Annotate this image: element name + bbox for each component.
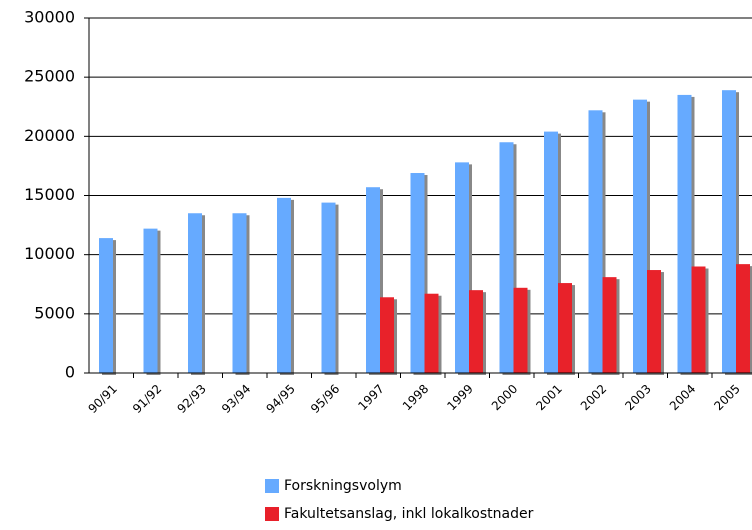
x-tick-label: 2001	[533, 382, 564, 413]
bar	[647, 270, 661, 373]
bar	[722, 90, 736, 373]
bar	[588, 110, 603, 374]
bar	[633, 99, 647, 374]
y-tick-label: 25000	[24, 67, 75, 86]
bar	[99, 238, 113, 373]
x-tick-label: 2005	[711, 382, 742, 413]
bar	[188, 213, 202, 373]
bar	[677, 94, 692, 374]
x-tick-label: 2004	[667, 382, 698, 413]
bar	[691, 266, 706, 373]
bar	[143, 228, 158, 373]
x-tick-label: 90/91	[85, 382, 119, 416]
x-tick-label: 92/93	[174, 382, 208, 416]
bar	[455, 162, 469, 373]
x-tick-label: 91/92	[130, 382, 164, 416]
y-tick-label: 0	[65, 363, 75, 382]
legend-swatch	[265, 507, 279, 521]
legend-swatch	[265, 479, 279, 493]
x-tick-label: 93/94	[219, 382, 253, 416]
bar	[424, 293, 439, 373]
bar	[558, 283, 572, 373]
y-tick-label: 10000	[24, 244, 75, 263]
y-tick-label: 15000	[24, 185, 75, 204]
plot-area	[99, 90, 750, 374]
bar	[499, 142, 514, 373]
bar	[380, 297, 394, 373]
bar	[736, 264, 750, 373]
y-tick-label: 20000	[24, 126, 75, 145]
y-tick-label: 5000	[34, 303, 75, 322]
bar	[469, 290, 483, 373]
y-tick-label: 30000	[24, 8, 75, 27]
bar	[544, 131, 558, 373]
x-tick-label: 2000	[489, 382, 520, 413]
bar	[366, 187, 380, 373]
x-tick-label: 2002	[578, 382, 609, 413]
x-tick-label: 1997	[355, 382, 386, 413]
bar	[602, 277, 617, 373]
x-tick-label: 1998	[400, 382, 431, 413]
bar	[277, 197, 291, 373]
bar	[321, 202, 336, 373]
bar	[232, 213, 247, 373]
x-tick-label: 1999	[444, 382, 475, 413]
legend-label: Forskningsvolym	[284, 478, 402, 494]
bar	[410, 173, 425, 373]
x-tick-label: 2003	[622, 382, 653, 413]
x-tick-label: 94/95	[263, 382, 297, 416]
legend-label: Fakultetsanslag, inkl lokalkostnader	[284, 506, 534, 522]
bar	[513, 287, 528, 373]
x-tick-label: 95/96	[308, 382, 342, 416]
